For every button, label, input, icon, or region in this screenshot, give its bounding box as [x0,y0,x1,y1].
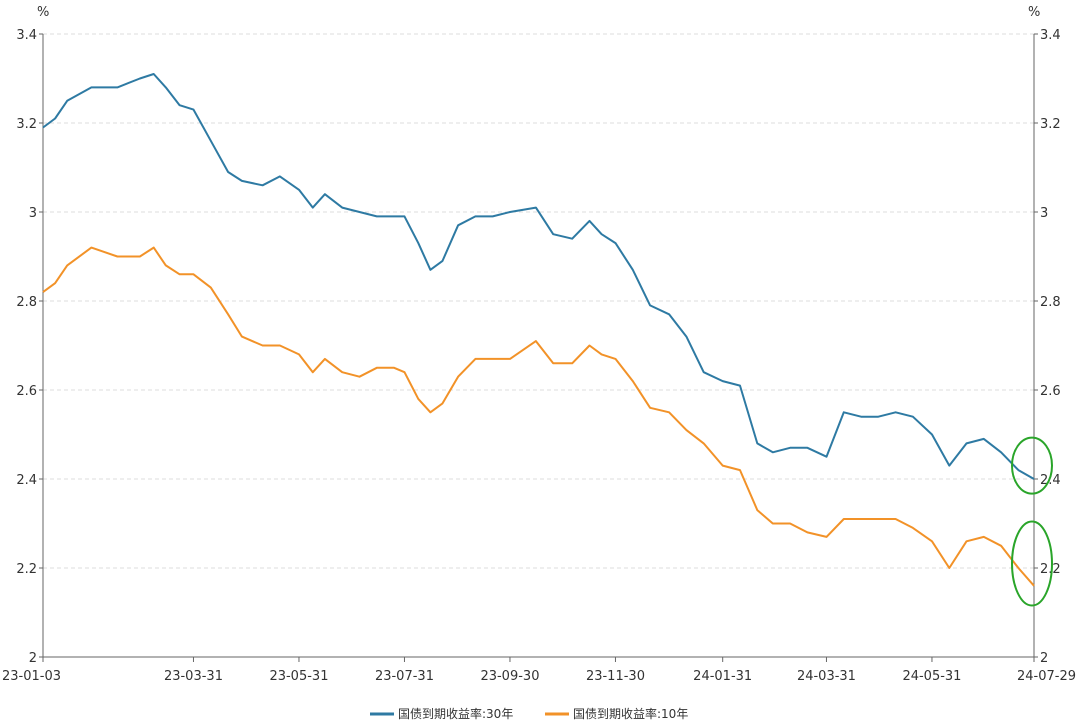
y-tick-label-left: 3 [29,206,37,221]
y-tick-label-left: 2.4 [16,473,37,488]
gridlines [43,33,1034,569]
y-tick-label-right: 2.4 [1040,473,1061,488]
annotations [1011,436,1053,607]
y-tick-label-right: 2 [1040,651,1048,666]
legend-label-10y: 国债到期收益率:10年 [573,706,688,721]
x-tick-label: 24-05-31 [902,669,961,684]
highlight-ellipse [1011,436,1053,495]
axes: % % [37,5,1040,658]
y-tick-label-left: 2.8 [16,295,37,310]
x-tick-label: 23-03-31 [164,669,223,684]
x-tick-label: 23-05-31 [269,669,328,684]
legend: 国债到期收益率:30年 国债到期收益率:10年 [370,706,688,721]
x-tick-label: 24-01-31 [693,669,752,684]
left-axis-unit: % [37,5,49,20]
right-axis-unit: % [1028,5,1040,20]
y-tick-label-right: 2.2 [1040,562,1061,577]
x-tick-label: 23-11-30 [586,669,645,684]
x-tick-label: 23-09-30 [480,669,539,684]
x-tick-label: 23-07-31 [375,669,434,684]
x-tick-labels: 23-01-03 23-03-31 23-05-31 23-07-31 23-09-30… [2,657,1076,684]
y-tick-label-left: 2.2 [16,562,37,577]
y-tick-label-right: 3 [1040,206,1048,221]
y-tick-label-left: 2.6 [16,384,37,399]
series-lines [42,73,1035,587]
y-tick-label-left: 3.2 [16,117,37,132]
series-line-30y [42,73,1035,480]
y-tick-label-right: 2.8 [1040,295,1061,310]
series-line-10y [42,246,1035,587]
legend-label-30y: 国债到期收益率:30年 [398,706,513,721]
x-tick-label: 24-03-31 [797,669,856,684]
y-tick-label-right: 3.2 [1040,117,1061,132]
x-tick-label: 24-07-29 [1017,669,1076,684]
highlight-ellipse [1011,520,1053,607]
y-tick-label-right: 2.6 [1040,384,1061,399]
y-tick-label-right: 3.4 [1040,28,1061,43]
y-tick-labels: 2 2 2.2 2.2 2.4 2.4 2.6 2.6 2.8 2.8 3 3 3.2 3.2 3.4 3.4 [16,28,1060,666]
x-tick-label: 23-01-03 [2,669,61,684]
y-tick-label-left: 3.4 [16,28,37,43]
y-tick-label-left: 2 [29,651,37,666]
